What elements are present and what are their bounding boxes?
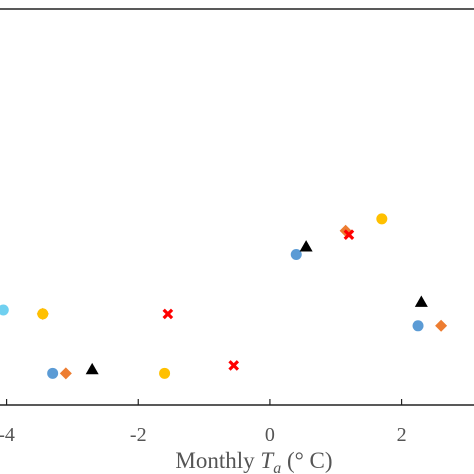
data-point-triangle bbox=[85, 362, 99, 375]
data-point-diamond bbox=[59, 367, 72, 380]
cross-stroke bbox=[162, 308, 174, 320]
x-tick-label: -4 bbox=[0, 424, 15, 446]
x-tick-label: -2 bbox=[130, 424, 147, 446]
cross-stroke bbox=[228, 360, 240, 371]
data-point-triangle bbox=[414, 295, 428, 307]
x-axis-ticks: -4 -2 0 2 bbox=[0, 399, 407, 446]
data-point-circle bbox=[37, 308, 49, 320]
x-tick-label: 2 bbox=[397, 424, 407, 446]
data-point-circle bbox=[290, 249, 302, 261]
data-point-triangle bbox=[299, 240, 313, 252]
x-axis-label: Monthly Ta (° C) bbox=[175, 448, 332, 474]
data-point-circle bbox=[412, 320, 424, 332]
data-point-cross bbox=[228, 360, 240, 371]
cross-stroke bbox=[343, 229, 355, 241]
data-point-cross bbox=[343, 229, 355, 241]
x-tick-label: 0 bbox=[265, 424, 275, 446]
data-points bbox=[0, 213, 448, 380]
data-point-diamond bbox=[435, 319, 448, 332]
data-point-circle bbox=[0, 304, 9, 316]
data-point-circle bbox=[376, 213, 388, 225]
plot-frame bbox=[0, 8, 474, 406]
data-point-circle bbox=[159, 367, 171, 379]
data-point-circle bbox=[47, 367, 59, 379]
data-point-cross bbox=[162, 308, 174, 320]
